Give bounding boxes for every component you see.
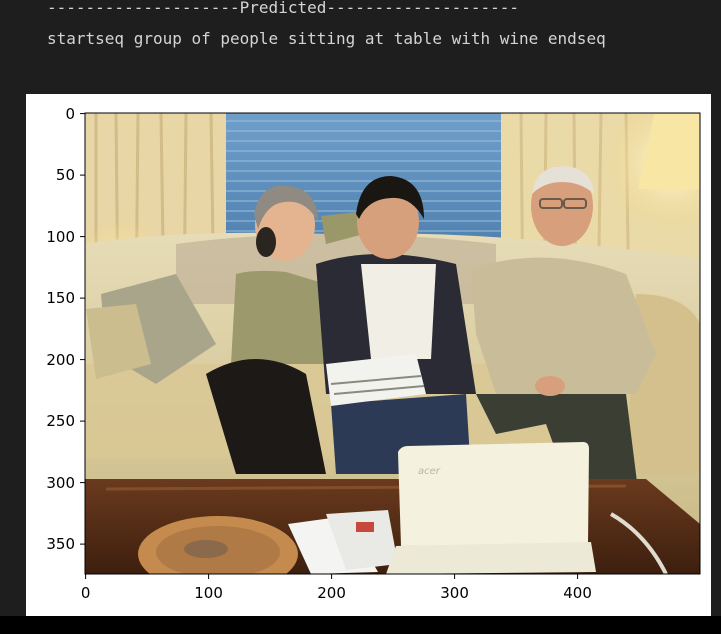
y-tick-label-100: 100 <box>46 228 75 246</box>
y-tick-label-150: 150 <box>46 289 75 307</box>
x-tick-label-100: 100 <box>194 584 223 602</box>
x-tick-label-200: 200 <box>317 584 346 602</box>
x-axis: 0 100 200 300 400 <box>81 574 592 602</box>
y-tick-label-200: 200 <box>46 351 75 369</box>
y-tick-label-50: 50 <box>56 166 75 184</box>
x-tick-label-300: 300 <box>440 584 469 602</box>
photo-image: acer <box>85 113 700 574</box>
cell-output-text: --------------------Predicted-----------… <box>47 0 606 84</box>
predicted-caption: startseq group of people sitting at tabl… <box>47 29 606 48</box>
y-tick-label-350: 350 <box>46 535 75 553</box>
y-axis: 0 50 100 150 200 250 300 350 <box>46 105 85 553</box>
plot-svg: acer 0 50 100 150 200 250 300 350 <box>46 105 701 602</box>
predicted-header: --------------------Predicted-----------… <box>47 0 520 17</box>
svg-text:acer: acer <box>418 466 441 477</box>
axes-frame <box>84 112 701 575</box>
x-tick-label-0: 0 <box>81 584 91 602</box>
bottom-band <box>0 616 721 634</box>
x-tick-label-400: 400 <box>563 584 592 602</box>
y-tick-label-300: 300 <box>46 474 75 492</box>
plot-figure: acer 0 50 100 150 200 250 300 350 <box>26 94 711 616</box>
y-tick-label-250: 250 <box>46 412 75 430</box>
y-tick-label-0: 0 <box>65 105 75 123</box>
